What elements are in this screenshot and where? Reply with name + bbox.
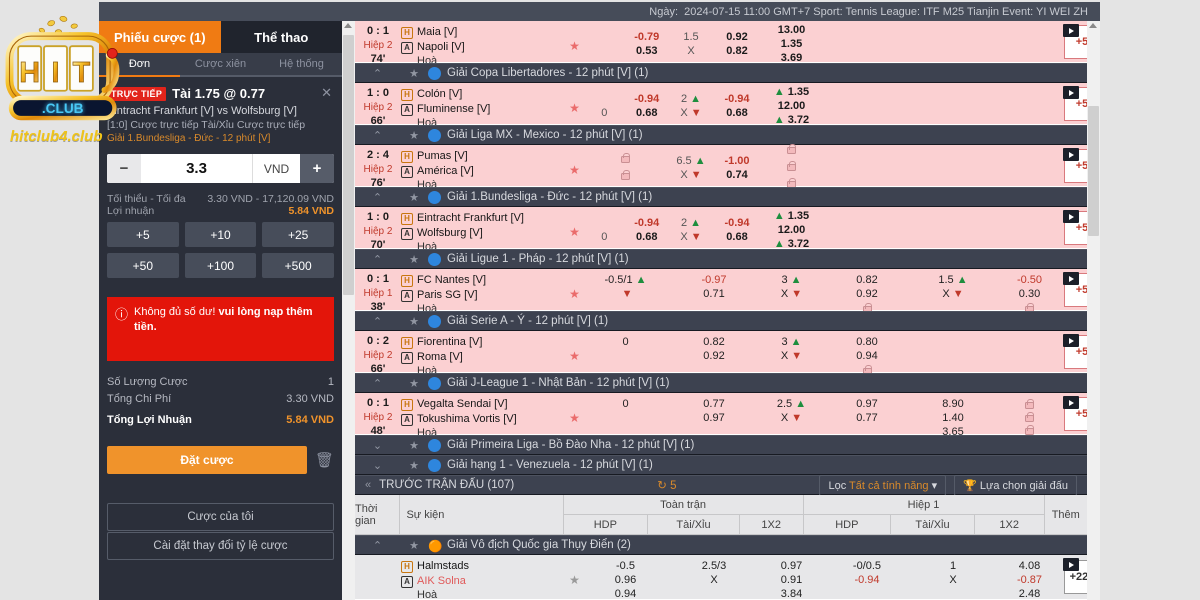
svg-text:I: I bbox=[52, 57, 60, 89]
svg-text:H: H bbox=[19, 57, 40, 89]
svg-text:.CLUB: .CLUB bbox=[42, 101, 84, 116]
svg-text:T: T bbox=[73, 57, 91, 89]
